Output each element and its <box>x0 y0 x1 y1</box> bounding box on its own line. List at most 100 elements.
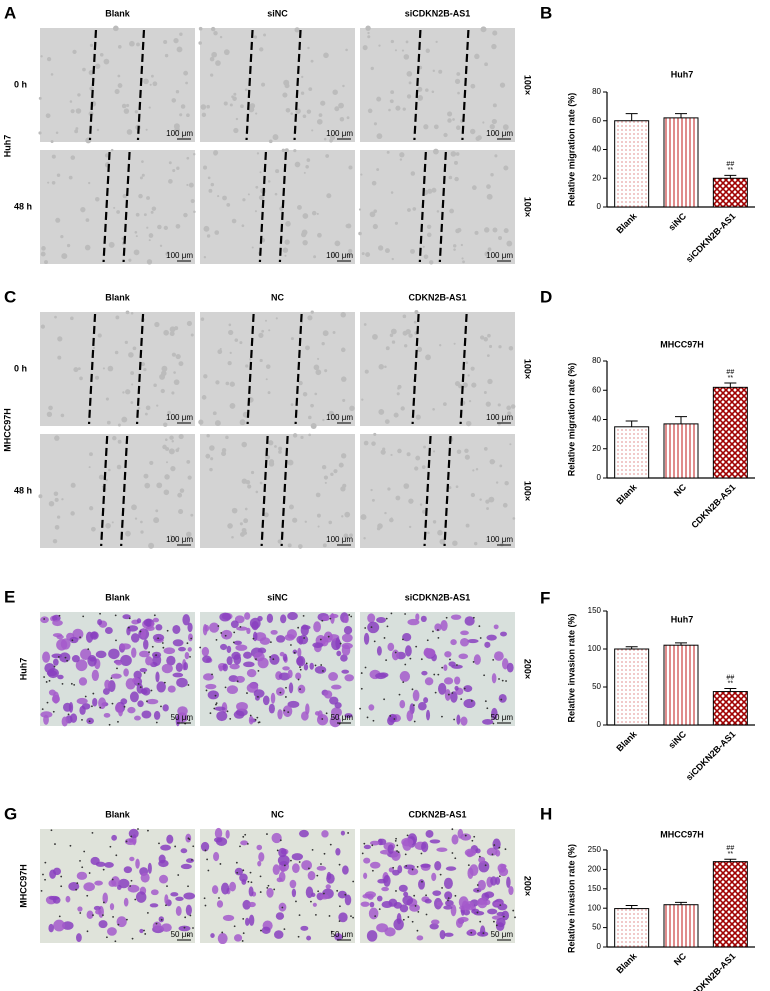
significance-mark: ** <box>728 680 734 687</box>
cell-texture <box>242 198 246 202</box>
stained-cell <box>183 892 196 900</box>
wound-edge <box>260 435 269 547</box>
cell-texture <box>431 90 435 94</box>
cell-texture <box>169 331 175 337</box>
stained-cell <box>107 927 117 936</box>
stained-cell <box>436 901 444 907</box>
stained-cell <box>178 646 186 652</box>
stained-cell <box>401 837 414 847</box>
cell-texture <box>207 176 211 180</box>
cell-texture <box>462 382 468 388</box>
pore <box>348 614 351 616</box>
cell-texture <box>215 380 220 385</box>
stained-cell <box>256 844 263 851</box>
cell-texture <box>489 458 495 465</box>
stained-cell <box>258 852 265 862</box>
cell-texture <box>165 438 168 441</box>
cell-texture <box>300 435 304 440</box>
cell-texture <box>406 71 413 77</box>
pore <box>409 657 412 660</box>
stained-cell <box>423 648 436 658</box>
cell-texture <box>97 333 102 338</box>
cell-texture <box>329 138 333 143</box>
pore <box>402 638 404 641</box>
y-tick-label: 0 <box>597 202 602 211</box>
pore <box>256 716 259 719</box>
stained-cell <box>407 867 419 876</box>
cell-texture <box>494 154 498 158</box>
stained-cell <box>473 911 485 916</box>
wound-edge <box>122 151 131 263</box>
stained-cell <box>393 918 404 931</box>
stained-cell <box>180 848 188 854</box>
cell-texture <box>240 532 245 537</box>
stained-cell <box>70 713 78 723</box>
cell-texture <box>98 474 104 480</box>
cell-texture <box>503 165 509 171</box>
stained-cell <box>473 654 481 665</box>
stained-cell <box>124 838 137 846</box>
stained-cell <box>216 711 228 722</box>
cell-texture <box>342 84 345 88</box>
stained-cell <box>62 921 74 930</box>
pore <box>417 910 420 913</box>
pore <box>317 890 320 893</box>
pore <box>364 666 367 669</box>
stained-cell <box>425 829 434 838</box>
stained-cell <box>243 651 252 659</box>
x-tick-label: Blank <box>614 481 639 506</box>
cell-texture <box>57 355 62 360</box>
cell-texture <box>55 131 59 135</box>
cell-texture <box>47 181 50 184</box>
pore <box>454 857 457 860</box>
pore <box>160 918 163 921</box>
x-tick-label: siNC <box>667 211 689 233</box>
image-background <box>200 150 355 264</box>
pore <box>482 932 485 935</box>
pore <box>192 927 194 929</box>
cell-texture <box>367 35 371 39</box>
stained-cell <box>506 876 511 888</box>
stained-cell <box>90 631 98 639</box>
cell-texture <box>82 67 86 72</box>
cell-texture <box>394 49 397 52</box>
cell-texture <box>298 544 303 549</box>
pore <box>40 889 43 892</box>
pore <box>283 928 286 931</box>
cell-texture <box>69 100 73 103</box>
cell-texture <box>198 41 202 45</box>
pore <box>405 865 408 867</box>
cell-texture <box>187 475 192 480</box>
cell-texture <box>135 235 138 238</box>
stained-cell <box>90 856 100 866</box>
pore <box>259 875 262 878</box>
stained-cell <box>343 626 353 635</box>
pore <box>406 834 409 837</box>
cell-texture <box>403 483 410 489</box>
stained-cell <box>429 923 439 930</box>
cell-texture <box>148 233 154 238</box>
cell-texture <box>384 248 390 254</box>
pore <box>46 701 49 704</box>
stained-cell <box>287 700 300 708</box>
cell-texture <box>367 31 370 35</box>
cell-texture <box>292 433 298 438</box>
stained-cell <box>335 637 341 650</box>
cell-texture <box>244 507 248 511</box>
stained-cell <box>420 615 427 623</box>
stained-cell <box>233 654 242 665</box>
pore <box>378 908 381 911</box>
pore <box>247 880 250 883</box>
stained-cell <box>111 834 117 841</box>
stained-cell <box>391 850 401 861</box>
stained-cell <box>92 697 98 707</box>
image-background <box>360 28 515 142</box>
cell-texture <box>150 210 154 214</box>
cell-texture <box>290 112 293 115</box>
cell-texture <box>241 478 248 484</box>
cell-texture <box>323 137 327 141</box>
cell-texture <box>151 206 157 211</box>
stained-cell <box>68 881 80 891</box>
stained-cell <box>136 618 142 624</box>
cell-texture <box>156 404 159 407</box>
